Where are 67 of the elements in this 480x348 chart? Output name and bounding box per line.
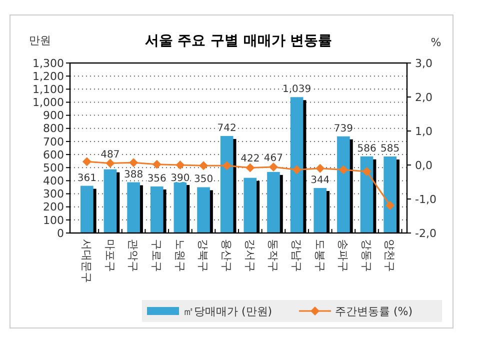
x-tick-label: 양천구 [383,239,396,272]
data-label: 422 [240,154,260,165]
point [292,165,302,174]
point [316,164,325,173]
point [362,166,372,176]
data-label: 356 [147,173,166,184]
data-label: 361 [77,172,96,184]
x-tick-label: 노원구 [173,239,186,272]
data-label: 586 [357,143,376,154]
point [222,161,232,170]
y-tick-label: 500 [43,161,64,174]
data-label: 350 [194,174,214,186]
x-tick-label: 용산구 [220,239,233,272]
y-tick-label: 700 [43,135,64,148]
point [246,163,255,172]
x-tick-label: 강서구 [243,239,256,272]
data-label: 467 [264,153,284,164]
chart-title: 서울 주요 구별 매매가 변동률 [144,33,332,49]
data-label: 585 [380,144,400,154]
y-tick-label: 100 [43,214,64,227]
point [129,158,138,168]
y-tick-label: 1,300 [32,56,64,70]
y2-axis-title: % [430,36,442,49]
point [338,165,348,174]
y-tick-label: 900 [43,109,64,122]
y-tick-label: 600 [43,148,64,162]
legend-label: ㎡당매매가 (만원) [183,304,272,318]
x-tick-label: 강동구 [360,239,373,272]
y2-tick-label: -2,0 [415,226,436,240]
data-label: 388 [124,169,144,180]
data-label: 390 [170,173,190,184]
x-tick-label: 송파구 [336,239,350,272]
data-label: 487 [100,149,120,160]
x-tick-label: 도봉구 [313,239,326,272]
y-tick-label: 1,100 [32,83,64,96]
point [386,200,395,210]
y-tick-label: 400 [43,174,64,188]
x-tick-label: 서대문구 [80,239,94,283]
y-tick-label: 200 [43,200,64,214]
y-tick-label: 0 [57,226,64,240]
point [176,160,185,170]
y-tick-label: 800 [43,122,64,136]
y2-tick-label: -1,0 [415,192,436,206]
data-label: 344 [310,175,330,186]
legend-label: 주간변동률 (%) [335,304,413,318]
data-label: 739 [334,123,353,134]
point [106,158,115,168]
y2-tick-label: 3,0 [415,56,432,70]
data-label: 1,039 [282,84,312,96]
point [152,160,162,169]
y-tick-label: 300 [43,188,64,201]
y-axis-title: 만원 [29,34,51,47]
y2-tick-label: 0,0 [415,158,432,172]
y-tick-label: 1,200 [32,70,64,83]
point [199,161,208,170]
data-label: 742 [217,122,236,134]
x-tick-label: 구로구 [150,239,164,272]
x-tick-label: 강남구 [290,239,303,272]
y2-tick-label: 2,0 [415,90,432,104]
x-tick-label: 관악구 [126,239,140,272]
x-tick-label: 강북구 [196,239,210,272]
y-tick-label: 1,000 [32,96,64,110]
x-tick-label: 마포구 [103,239,116,272]
point [82,157,92,166]
point [268,162,278,172]
y2-tick-label: 1,0 [415,124,432,138]
x-tick-label: 동작구 [266,239,280,272]
